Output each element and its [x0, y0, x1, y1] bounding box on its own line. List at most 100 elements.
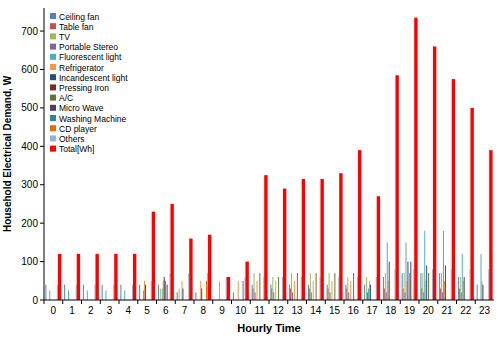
x-tick-label: 18 — [385, 305, 397, 316]
bar — [353, 273, 355, 300]
x-tick-label: 19 — [404, 305, 416, 316]
bar — [208, 235, 211, 300]
bar — [452, 79, 455, 300]
legend-swatch — [50, 84, 56, 90]
bar — [95, 254, 98, 300]
x-tick-label: 14 — [310, 305, 322, 316]
bar — [144, 285, 146, 300]
legend-label: Micro Wave — [59, 103, 104, 113]
x-tick — [137, 300, 138, 304]
legend-label: A/C — [59, 93, 73, 103]
y-tick — [40, 107, 44, 108]
bar — [278, 277, 280, 300]
bar — [82, 285, 84, 300]
legend-swatch — [50, 135, 56, 141]
bar — [289, 285, 291, 300]
x-tick-label: 10 — [235, 305, 247, 316]
legend-label: Ceiling fan — [59, 12, 99, 22]
bar — [463, 277, 465, 300]
x-axis-title: Hourly Time — [237, 322, 300, 334]
x-tick-label: 20 — [423, 305, 435, 316]
y-tick-label: 300 — [21, 179, 38, 190]
bar — [245, 262, 248, 300]
bar — [368, 281, 370, 300]
bar — [293, 281, 295, 300]
x-tick-label: 12 — [273, 305, 285, 316]
bar — [331, 281, 333, 300]
bar — [86, 290, 88, 300]
bar — [310, 292, 312, 300]
bar — [489, 150, 492, 300]
legend-swatch — [50, 64, 56, 70]
x-tick — [81, 300, 82, 304]
x-tick — [100, 300, 101, 304]
x-tick-label: 5 — [144, 305, 150, 316]
legend-label: Pressing Iron — [59, 83, 109, 93]
x-tick — [175, 300, 176, 304]
legend-swatch — [50, 13, 56, 19]
x-tick-label: 16 — [348, 305, 360, 316]
legend-swatch — [50, 146, 56, 152]
bar — [433, 46, 436, 300]
bar — [275, 281, 277, 300]
legend-swatch — [50, 95, 56, 101]
bar — [133, 254, 136, 300]
bar — [339, 173, 342, 300]
bar — [237, 281, 239, 300]
x-tick — [325, 300, 326, 304]
bar — [320, 179, 323, 300]
bar — [366, 277, 368, 300]
x-tick — [456, 300, 457, 304]
bar — [242, 281, 244, 300]
bar — [414, 18, 417, 300]
bar — [227, 277, 230, 300]
bar — [410, 262, 412, 300]
x-tick — [62, 300, 63, 304]
legend-label: Fluorescent light — [59, 52, 122, 62]
bar — [58, 254, 61, 300]
bar — [170, 204, 173, 300]
bar — [347, 277, 349, 300]
bar — [101, 285, 103, 300]
bar — [253, 273, 255, 300]
bar — [302, 179, 305, 300]
bar — [292, 292, 294, 300]
bar — [68, 290, 70, 300]
x-tick — [362, 300, 363, 304]
bar — [312, 281, 314, 300]
x-tick-label: 22 — [460, 305, 472, 316]
bar — [166, 285, 168, 300]
legend-label: Portable Stereo — [59, 42, 118, 52]
bar — [326, 285, 328, 300]
bar — [159, 288, 161, 300]
y-tick — [40, 223, 44, 224]
legend-label: CD player — [59, 124, 97, 134]
legend-swatch — [50, 44, 56, 50]
x-tick — [437, 300, 438, 304]
x-tick — [212, 300, 213, 304]
x-tick-label: 13 — [292, 305, 304, 316]
x-tick-label: 21 — [442, 305, 454, 316]
legend-swatch — [50, 105, 56, 111]
x-tick-label: 8 — [201, 305, 207, 316]
legend-label: Washing Machine — [59, 114, 127, 124]
x-tick-label: 11 — [254, 305, 265, 316]
legend-label: Incandescent light — [59, 73, 128, 83]
bar — [49, 290, 51, 300]
y-tick-label: 100 — [21, 256, 38, 267]
bar — [407, 262, 409, 300]
bar — [426, 265, 428, 300]
bar — [384, 273, 386, 300]
bar — [152, 212, 155, 300]
bar — [328, 273, 330, 300]
bar — [264, 175, 267, 300]
x-tick — [44, 300, 45, 304]
x-tick — [344, 300, 345, 304]
bar — [481, 281, 483, 300]
bar — [334, 273, 336, 300]
bar — [273, 292, 275, 300]
x-tick — [475, 300, 476, 304]
bar — [482, 285, 484, 300]
x-tick — [381, 300, 382, 304]
x-tick-label: 9 — [219, 305, 225, 316]
